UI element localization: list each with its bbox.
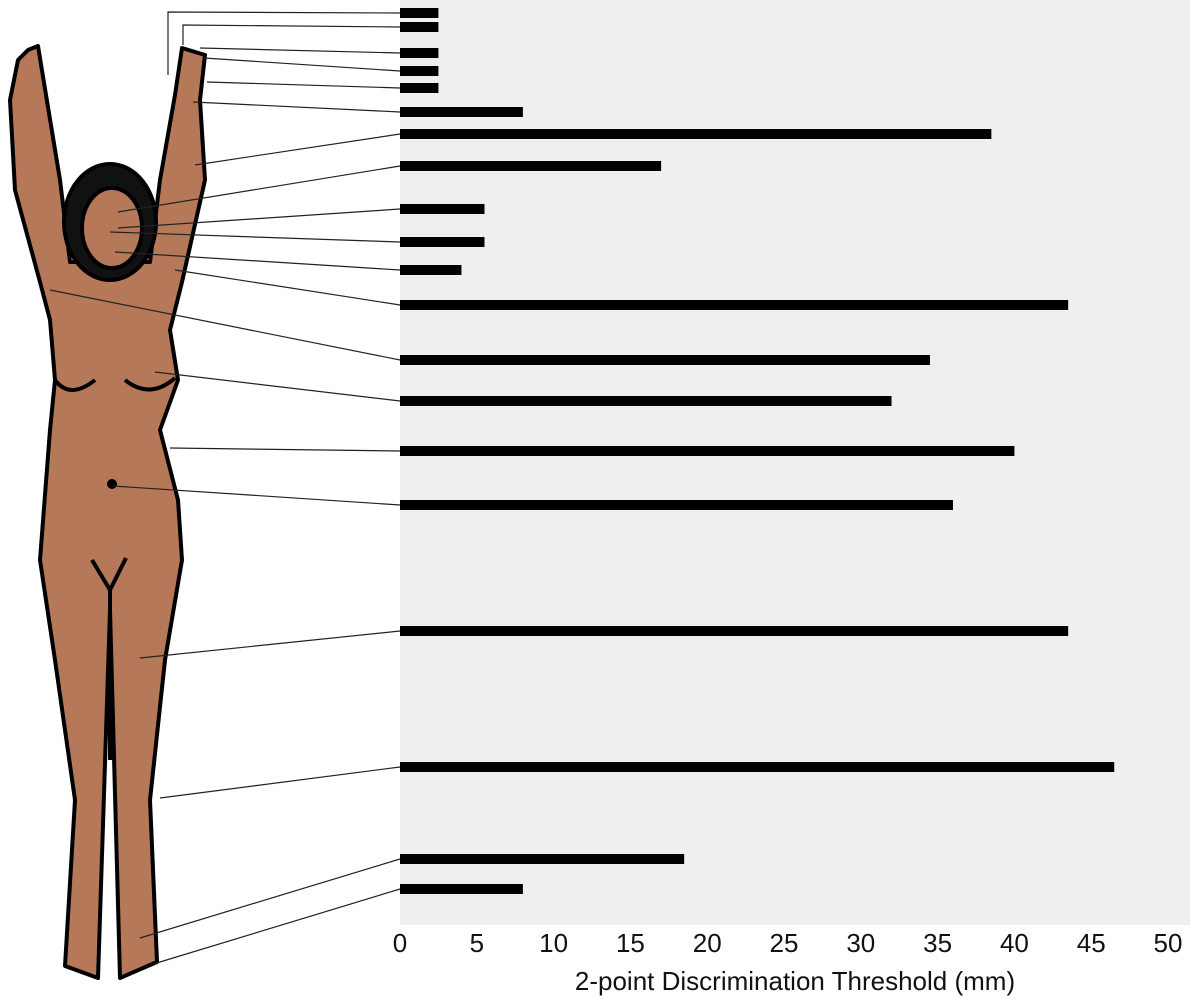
leader-line [109,231,401,243]
x-tick-label: 25 [770,928,799,958]
x-tick-label: 45 [1077,928,1106,958]
x-tick-label: 5 [470,928,484,958]
x-axis-title: 2-point Discrimination Threshold (mm) [575,966,1015,996]
x-tick-label: 50 [1154,928,1183,958]
bar [400,161,662,171]
leader-line [192,101,401,113]
x-tick-label: 0 [393,928,407,958]
x-tick-label: 10 [539,928,568,958]
bar [400,107,523,117]
bar [400,500,953,510]
leader-line [117,165,401,213]
bar [400,22,439,32]
face [80,186,144,270]
x-tick-label: 20 [693,928,722,958]
leader-line [149,888,401,966]
bar [400,300,1069,310]
x-tick-label: 30 [846,928,875,958]
leader-line [167,11,401,75]
bar [400,355,930,365]
leader-line [182,24,401,45]
bar [400,854,685,864]
leader-line [174,269,401,306]
leader-line [194,133,401,166]
leader-line [206,81,401,89]
bar [400,626,1069,636]
bar [400,884,523,894]
leader-line [159,766,401,799]
leader-line [139,858,401,939]
bar [400,66,439,76]
bar [400,8,439,18]
x-tick-label: 40 [1000,928,1029,958]
leader-line [114,251,401,271]
bar [400,446,1015,456]
bar [400,762,1115,772]
chest [53,376,177,392]
leader-line [169,447,401,452]
x-tick-label: 15 [616,928,645,958]
leader-line [203,57,401,72]
leader-line [199,47,401,54]
bar [400,265,462,275]
body-figure [8,44,207,980]
bar [400,83,439,93]
leader-line [139,630,401,659]
bar [400,396,892,406]
leader-line [154,371,401,402]
leader-line [49,289,401,361]
legs-line [90,557,128,760]
body [8,44,207,980]
bar [400,129,992,139]
leader-line [117,208,401,229]
x-tick-label: 35 [923,928,952,958]
bar [400,237,485,247]
leader-line [112,485,401,506]
bar [400,204,485,214]
bar [400,48,439,58]
